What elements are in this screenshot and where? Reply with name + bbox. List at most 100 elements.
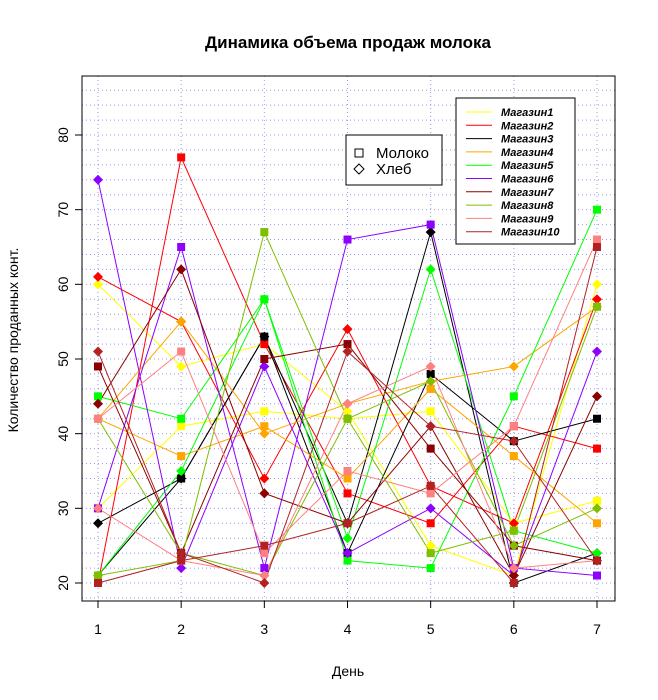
x-axis: 1 2 3 4 5 6 7	[94, 601, 601, 637]
series-Магазин6-milk-point	[260, 564, 269, 573]
series-Магазин6-milk-point	[593, 571, 601, 580]
series-Магазин1-milk-point	[593, 496, 601, 505]
series-Магазин10-bread-point	[425, 421, 436, 432]
series-Магазин3-bread-point	[425, 227, 436, 238]
series-Магазин5-bread-point	[259, 294, 270, 305]
y-tick-label: 60	[55, 276, 71, 292]
series-Магазин5-milk-point	[426, 564, 435, 573]
series-Магазин6-milk-point	[426, 220, 435, 229]
series-Магазин1-bread-point	[425, 540, 436, 551]
series-Магазин2-milk-point	[343, 489, 352, 498]
x-axis-label: День	[332, 663, 364, 679]
series-Магазин10-milk-point	[177, 556, 186, 565]
series-Магазин2-bread-point	[259, 473, 270, 484]
x-tick-label: 5	[427, 621, 435, 637]
series-Магазин2-bread-point	[508, 518, 519, 529]
series-Магазин2-milk-point	[593, 444, 601, 453]
bread-diamond-icon	[353, 163, 365, 175]
legend-entry: Магазин3	[501, 134, 553, 146]
series-Магазин1-milk-point	[177, 422, 186, 431]
x-tick-label: 2	[177, 621, 185, 637]
x-tick-label: 4	[344, 621, 352, 637]
series-Магазин3-bread-point	[176, 473, 187, 484]
series-Магазин10-milk-point	[94, 579, 102, 587]
legend-entry: Магазин7	[501, 187, 554, 199]
series-Магазин9-milk-point	[426, 489, 435, 498]
series-Магазин8-bread-point	[508, 540, 519, 551]
series-Магазин9-bread-point	[259, 570, 270, 581]
series-Магазин10-milk-point	[260, 541, 269, 550]
series-Магазин9-milk-point	[343, 467, 352, 475]
series-Магазин9-bread-point	[93, 503, 103, 514]
series-Магазин10-milk-point	[509, 579, 518, 587]
series-Магазин5-milk-point	[177, 414, 186, 423]
y-tick-label: 50	[55, 351, 71, 367]
series-Магазин10-milk-point	[426, 481, 435, 490]
series-Магазин2-milk-point	[260, 340, 269, 349]
series-Магазин3-bread-point	[259, 331, 270, 342]
series-Магазин2-milk-point	[426, 519, 435, 528]
series-Магазин10-bread-point	[93, 346, 103, 357]
legend-entry: Магазин1	[501, 107, 553, 119]
bread-legend-label: Хлеб	[376, 161, 412, 178]
x-tick-label: 7	[593, 621, 601, 637]
y-axis: 20 30 40 50 60 70 80	[55, 127, 82, 591]
series-Магазин4-bread-point	[259, 428, 270, 439]
series-Магазин6-milk-point	[177, 243, 186, 251]
series-Магазин10-milk-point	[343, 519, 352, 528]
store-legend-box	[455, 97, 576, 245]
series-Магазин1-bread-point	[592, 279, 602, 290]
x-tick-label: 3	[260, 621, 268, 637]
chart-title: Динамика объема продаж молока	[205, 33, 491, 52]
series-Магазин4-milk-point	[426, 384, 435, 393]
series-Магазин4-milk-point	[509, 452, 518, 461]
series-Магазин8-milk-point	[593, 302, 601, 311]
x-tick-label: 1	[94, 621, 102, 637]
series-Магазин3-milk-point	[426, 369, 435, 378]
series-Магазин7-bread-point	[176, 264, 187, 275]
legend-entry: Магазин9	[501, 213, 554, 225]
series-Магазин10-bread-point	[342, 346, 353, 357]
series-Магазин7-milk-point	[260, 355, 269, 363]
milk-square-icon	[354, 148, 364, 158]
milk-legend-label: Молоко	[376, 145, 429, 162]
series-Магазин2-milk-point	[177, 153, 186, 162]
legend-entry: Магазин8	[501, 200, 554, 212]
series-Магазин6-bread-point	[425, 503, 436, 514]
series-Магазин4-bread-point	[508, 361, 519, 372]
series-Магазин2-bread-point	[592, 294, 602, 305]
series-Магазин5-milk-point	[509, 392, 518, 401]
legend-entry: Магазин2	[501, 120, 553, 132]
legend-entry: Магазин5	[501, 160, 554, 172]
series-Магазин4-milk-point	[343, 474, 352, 483]
series-Магазин9-milk-point	[260, 549, 269, 558]
series-Магазин5-milk-point	[593, 205, 601, 214]
series-Магазин5-bread-point	[176, 466, 187, 476]
series-Магазин3-milk-point	[593, 414, 601, 423]
series-Магазин1-milk-point	[260, 407, 269, 416]
y-tick-label: 80	[55, 127, 71, 143]
series-Магазин5-milk-point	[343, 556, 352, 565]
x-tick-label: 6	[510, 621, 518, 637]
series-Магазин9-milk-point	[177, 347, 186, 356]
series-Магазин4-milk-point	[593, 519, 601, 528]
series-Магазин8-bread-point	[425, 376, 436, 387]
series-Магазин7-bread-point	[592, 391, 602, 402]
series-Магазин10-milk-point	[593, 243, 601, 251]
series-Магазин1-bread-point	[342, 406, 353, 417]
series-Магазин5-milk-point	[94, 392, 102, 401]
series-Магазин7-milk-point	[94, 362, 102, 371]
series-points	[93, 153, 602, 588]
series-Магазин5-bread-point	[425, 264, 436, 275]
series-Магазин7-bread-point	[508, 570, 519, 581]
series-Магазин1-bread-point	[93, 279, 103, 290]
series-Магазин9-bread-point	[508, 563, 519, 574]
series-Магазин6-bread-point	[176, 563, 187, 574]
series-Магазин10-bread-point	[259, 578, 270, 588]
marker-legend: Молоко Хлеб	[345, 134, 443, 186]
series-Магазин10-bread-point	[508, 436, 519, 447]
series-Магазин6-bread-point	[259, 361, 270, 372]
series-Магазин5-bread-point	[592, 548, 602, 559]
series-Магазин8-milk-point	[509, 526, 518, 535]
